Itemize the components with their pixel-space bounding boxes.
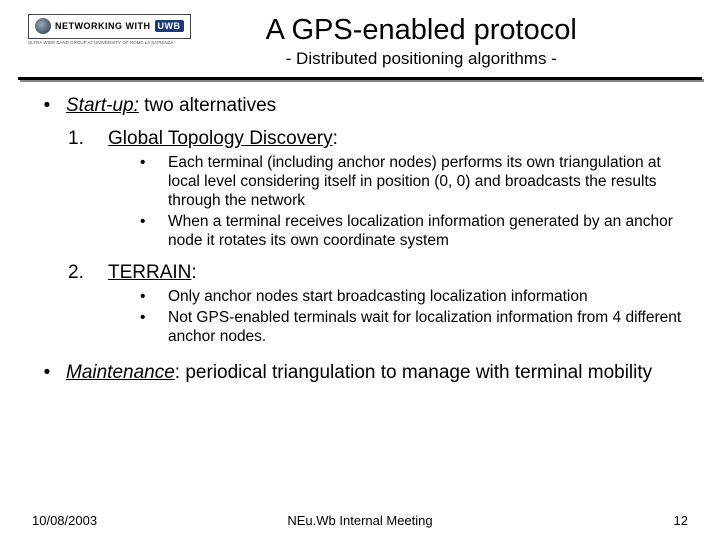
dot-icon: •: [136, 154, 168, 211]
subitem-2a-text: Only anchor nodes start broadcasting loc…: [168, 288, 692, 307]
item-global-topology: 1. Global Topology Discovery:: [68, 127, 692, 150]
bullet-text: Maintenance: periodical triangulation to…: [66, 361, 692, 384]
footer-meeting: NEu.Wb Internal Meeting: [0, 513, 720, 528]
item-2-text: TERRAIN:: [108, 261, 692, 284]
bullet-icon: •: [28, 94, 66, 117]
maint-em: Maintenance: [66, 362, 175, 383]
subitem-1b: • When a terminal receives localization …: [136, 213, 692, 251]
bullet-text: Start-up: two alternatives: [66, 94, 692, 117]
footer: 10/08/2003 NEu.Wb Internal Meeting 12: [0, 513, 720, 528]
bullet-maintenance: • Maintenance: periodical triangulation …: [28, 361, 692, 384]
content: • Start-up: two alternatives 1. Global T…: [28, 94, 692, 384]
slide-subtitle: - Distributed positioning algorithms -: [151, 49, 693, 69]
item-1-text: Global Topology Discovery:: [108, 127, 692, 150]
footer-page: 12: [674, 513, 688, 528]
maint-rest: : periodical triangulation to manage wit…: [175, 362, 652, 383]
subitem-2b-text: Not GPS-enabled terminals wait for local…: [168, 309, 692, 347]
bullet-icon: •: [28, 361, 66, 384]
subitem-1a-text: Each terminal (including anchor nodes) p…: [168, 154, 692, 211]
dot-icon: •: [136, 309, 168, 347]
startup-em: Start-up:: [66, 95, 139, 116]
dot-icon: •: [136, 213, 168, 251]
slide: NETWORKING WITH UWB ULTRA WIDE BAND GROU…: [0, 0, 720, 540]
item-terrain: 2. TERRAIN:: [68, 261, 692, 284]
subitem-2b: • Not GPS-enabled terminals wait for loc…: [136, 309, 692, 347]
title-block: A GPS-enabled protocol - Distributed pos…: [151, 14, 693, 69]
bullet-startup: • Start-up: two alternatives: [28, 94, 692, 117]
subitem-2a: • Only anchor nodes start broadcasting l…: [136, 288, 692, 307]
logo-text: NETWORKING WITH: [55, 21, 151, 31]
globe-icon: [35, 18, 51, 34]
num-1: 1.: [68, 127, 108, 150]
header: NETWORKING WITH UWB ULTRA WIDE BAND GROU…: [28, 14, 692, 69]
dot-icon: •: [136, 288, 168, 307]
num-2: 2.: [68, 261, 108, 284]
horizontal-rule: [18, 77, 702, 80]
subitem-1b-text: When a terminal receives localization in…: [168, 213, 692, 251]
startup-rest: two alternatives: [139, 95, 276, 116]
subitem-1a: • Each terminal (including anchor nodes)…: [136, 154, 692, 211]
slide-title: A GPS-enabled protocol: [151, 14, 693, 47]
